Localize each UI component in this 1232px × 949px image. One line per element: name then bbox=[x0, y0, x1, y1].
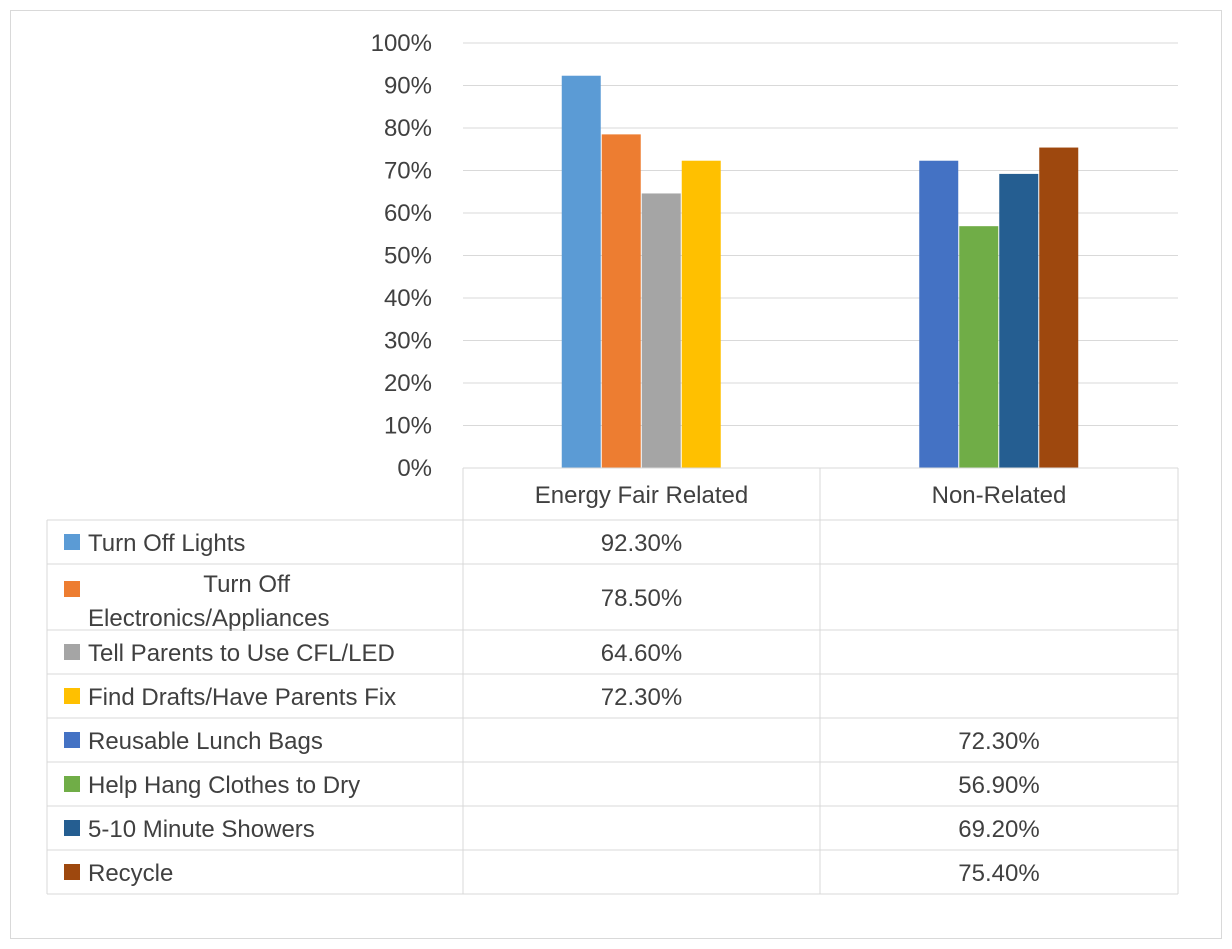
data-label: 72.30% bbox=[958, 728, 1039, 755]
table-header-category: Non-Related bbox=[932, 482, 1067, 509]
bar bbox=[641, 193, 681, 468]
legend-entry: 5-10 Minute Showers bbox=[88, 816, 315, 843]
chart-frame bbox=[10, 10, 1222, 939]
y-tick-label: 0% bbox=[397, 455, 432, 482]
y-tick-label: 30% bbox=[384, 328, 432, 355]
legend-swatch bbox=[64, 534, 80, 550]
y-tick-label: 100% bbox=[371, 30, 432, 57]
data-label: 78.50% bbox=[601, 585, 682, 612]
legend-swatch bbox=[64, 581, 80, 597]
table-row: 5-10 Minute Showers 69.20% bbox=[64, 816, 1040, 843]
bar bbox=[601, 134, 641, 468]
y-tick-label: 90% bbox=[384, 73, 432, 100]
bar bbox=[561, 75, 601, 468]
legend-swatch bbox=[64, 776, 80, 792]
y-tick-label: 60% bbox=[384, 200, 432, 227]
legend-swatch bbox=[64, 732, 80, 748]
data-label: 64.60% bbox=[601, 640, 682, 667]
legend-entry: Turn Off Lights bbox=[88, 530, 245, 557]
y-axis-ticks: 100% 90% 80% 70% 60% 50% 40% 30% 20% 10% 0% bbox=[371, 30, 432, 482]
table-row: Help Hang Clothes to Dry 56.90% bbox=[64, 772, 1040, 799]
y-tick-label: 10% bbox=[384, 413, 432, 440]
legend-swatch bbox=[64, 864, 80, 880]
bar bbox=[1039, 147, 1079, 469]
legend-swatch bbox=[64, 820, 80, 836]
table-row: Reusable Lunch Bags 72.30% bbox=[64, 728, 1040, 755]
table-row: Recycle 75.40% bbox=[64, 860, 1040, 887]
bars bbox=[561, 75, 1079, 469]
legend-entry: Find Drafts/Have Parents Fix bbox=[88, 684, 396, 711]
data-label: 72.30% bbox=[601, 684, 682, 711]
bar bbox=[681, 160, 721, 468]
legend-entry: Turn Off Electronics/Appliances bbox=[88, 571, 329, 632]
table-row: Tell Parents to Use CFL/LED 64.60% bbox=[64, 640, 682, 667]
bar bbox=[999, 173, 1039, 468]
bar bbox=[919, 160, 959, 468]
table-row: Turn Off Lights 92.30% bbox=[64, 530, 682, 557]
legend-entry: Help Hang Clothes to Dry bbox=[88, 772, 360, 799]
data-label: 69.20% bbox=[958, 816, 1039, 843]
y-tick-label: 70% bbox=[384, 158, 432, 185]
table-header-category: Energy Fair Related bbox=[535, 482, 748, 509]
y-tick-label: 80% bbox=[384, 115, 432, 142]
data-label: 92.30% bbox=[601, 530, 682, 557]
legend-entry: Tell Parents to Use CFL/LED bbox=[88, 640, 395, 667]
data-label: 75.40% bbox=[958, 860, 1039, 887]
bar bbox=[959, 226, 999, 468]
legend-swatch bbox=[64, 644, 80, 660]
legend-entry: Reusable Lunch Bags bbox=[88, 728, 323, 755]
table-row: Turn Off Electronics/Appliances 78.50% bbox=[64, 571, 682, 632]
y-tick-label: 50% bbox=[384, 243, 432, 270]
table-row: Find Drafts/Have Parents Fix 72.30% bbox=[64, 684, 682, 711]
legend-entry: Recycle bbox=[88, 860, 173, 887]
legend-swatch bbox=[64, 688, 80, 704]
data-table: Energy Fair Related Non-Related Turn Off L… bbox=[46, 467, 1179, 895]
data-label: 56.90% bbox=[958, 772, 1039, 799]
y-tick-label: 40% bbox=[384, 285, 432, 312]
y-tick-label: 20% bbox=[384, 370, 432, 397]
